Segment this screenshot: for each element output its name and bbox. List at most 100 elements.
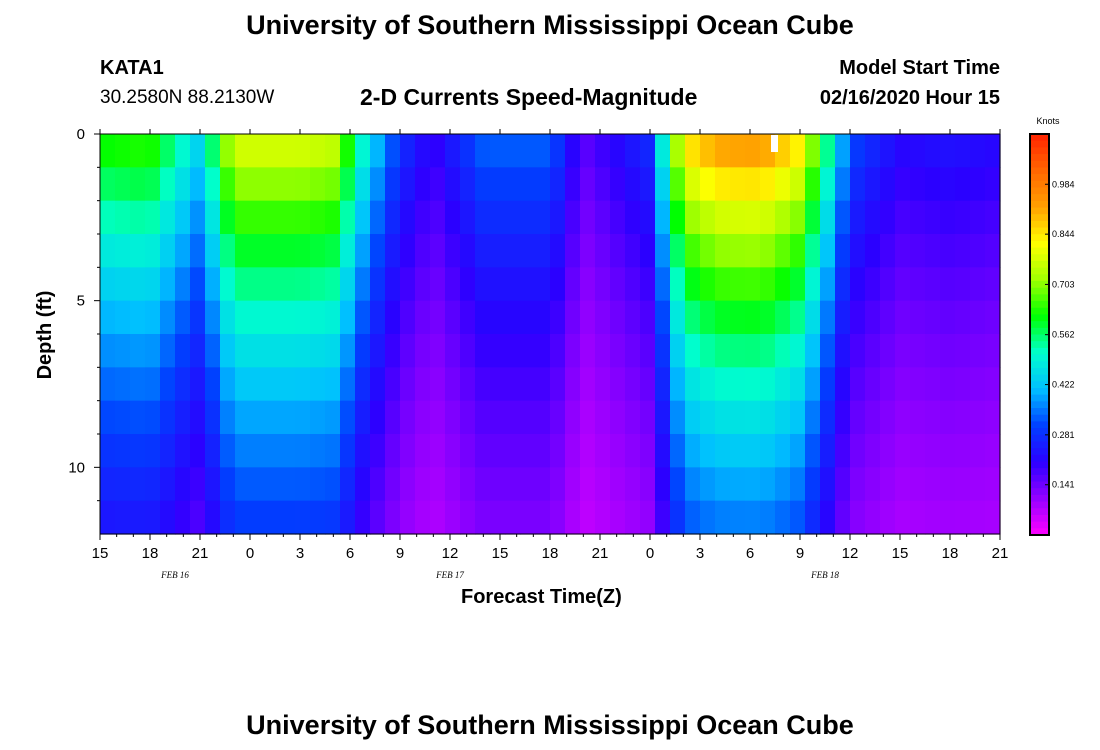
x-axis-title: Forecast Time(Z) (461, 586, 622, 608)
x-tick-label: 3 (296, 545, 304, 562)
heatmap-cell (130, 367, 146, 402)
heatmap-cell (385, 167, 401, 202)
heatmap-cell (235, 367, 251, 402)
heatmap-cell (430, 200, 446, 235)
heatmap-cell (955, 500, 971, 535)
heatmap-cell (760, 200, 776, 235)
heatmap-cell (655, 200, 671, 235)
colorbar-swatch (1030, 408, 1049, 416)
heatmap-cell (595, 134, 611, 168)
heatmap-cell (415, 167, 431, 202)
heatmap-cell (505, 167, 521, 202)
heatmap-cell (430, 367, 446, 402)
heatmap-cell (835, 400, 851, 435)
heatmap-cell (685, 134, 701, 168)
heatmap-cell (565, 234, 581, 268)
heatmap-cell (790, 234, 806, 268)
heatmap-cell (580, 200, 596, 235)
heatmap-cell (160, 500, 176, 535)
heatmap-cell (835, 134, 851, 168)
heatmap-cell (790, 167, 806, 202)
heatmap-cell (145, 367, 161, 402)
heatmap-cell (880, 167, 896, 202)
heatmap-cell (385, 134, 401, 168)
footer-title: University of Southern Mississippi Ocean… (246, 710, 854, 740)
heatmap-cell (820, 234, 836, 268)
heatmap-cell (505, 234, 521, 268)
heatmap-cell (715, 367, 731, 402)
heatmap-cell (130, 467, 146, 502)
heatmap-cell (640, 434, 656, 468)
colorbar-label: 0.281 (1052, 430, 1075, 440)
heatmap-cell (550, 367, 566, 402)
heatmap-cell (805, 267, 821, 302)
heatmap-cell (940, 234, 956, 268)
heatmap-cell (100, 367, 116, 402)
heatmap-cell (130, 434, 146, 468)
heatmap-cell (835, 467, 851, 502)
heatmap-cell (985, 134, 1001, 168)
heatmap-cell (220, 134, 236, 168)
heatmap-cell (145, 400, 161, 435)
heatmap-cell (775, 267, 791, 302)
colorbar-swatch (1030, 367, 1049, 376)
heatmap-cell (985, 234, 1001, 268)
heatmap-cell (325, 467, 341, 502)
heatmap-cell (925, 267, 941, 302)
heatmap-cell (895, 367, 911, 402)
heatmap-cell (625, 234, 641, 268)
heatmap-cell (820, 434, 836, 468)
heatmap-cell (190, 334, 206, 368)
heatmap-cell (310, 500, 326, 535)
heatmap-cell (745, 267, 761, 302)
heatmap-cell (385, 434, 401, 468)
heatmap-cell (250, 134, 266, 168)
heatmap-cell (205, 500, 221, 535)
heatmap-cell (340, 467, 356, 502)
heatmap-cell (775, 300, 791, 335)
heatmap-cell (280, 134, 296, 168)
heatmap-cell (520, 434, 536, 468)
heatmap-cell (505, 467, 521, 502)
heatmap-cell (910, 134, 926, 168)
colorbar-swatch (1030, 314, 1049, 322)
heatmap-cell (205, 367, 221, 402)
colorbar-swatch (1030, 488, 1049, 496)
heatmap-cell (415, 500, 431, 535)
heatmap-cell (280, 200, 296, 235)
heatmap-cell (460, 134, 476, 168)
heatmap-cell (430, 300, 446, 335)
heatmap-cell (445, 334, 461, 368)
heatmap-cell (265, 400, 281, 435)
heatmap-cell (550, 234, 566, 268)
heatmap-cell (745, 434, 761, 468)
colorbar-swatch (1030, 154, 1049, 162)
heatmap-cell (640, 167, 656, 202)
heatmap-cell (280, 234, 296, 268)
heatmap-cell (370, 267, 386, 302)
heatmap-cell (220, 434, 236, 468)
y-tick-label: 10 (68, 459, 85, 476)
heatmap-cell (715, 134, 731, 168)
heatmap-cell (685, 400, 701, 435)
x-tick-label: 15 (92, 545, 109, 562)
heatmap-cell (115, 434, 131, 468)
heatmap-cell (475, 200, 491, 235)
heatmap-cell (955, 267, 971, 302)
heatmap-cell (940, 200, 956, 235)
heatmap-cell (925, 467, 941, 502)
heatmap-cell (385, 300, 401, 335)
heatmap-cell (520, 267, 536, 302)
heatmap-cell (565, 167, 581, 202)
heatmap-cell (235, 234, 251, 268)
heatmap-cell (985, 167, 1001, 202)
heatmap-cell (340, 234, 356, 268)
heatmap-cell (760, 234, 776, 268)
heatmap-cell (445, 234, 461, 268)
heatmap-cell (550, 300, 566, 335)
heatmap-cell (340, 134, 356, 168)
heatmap-cell (310, 367, 326, 402)
heatmap-cell (310, 300, 326, 335)
heatmap-cell (640, 267, 656, 302)
heatmap-cell (340, 434, 356, 468)
